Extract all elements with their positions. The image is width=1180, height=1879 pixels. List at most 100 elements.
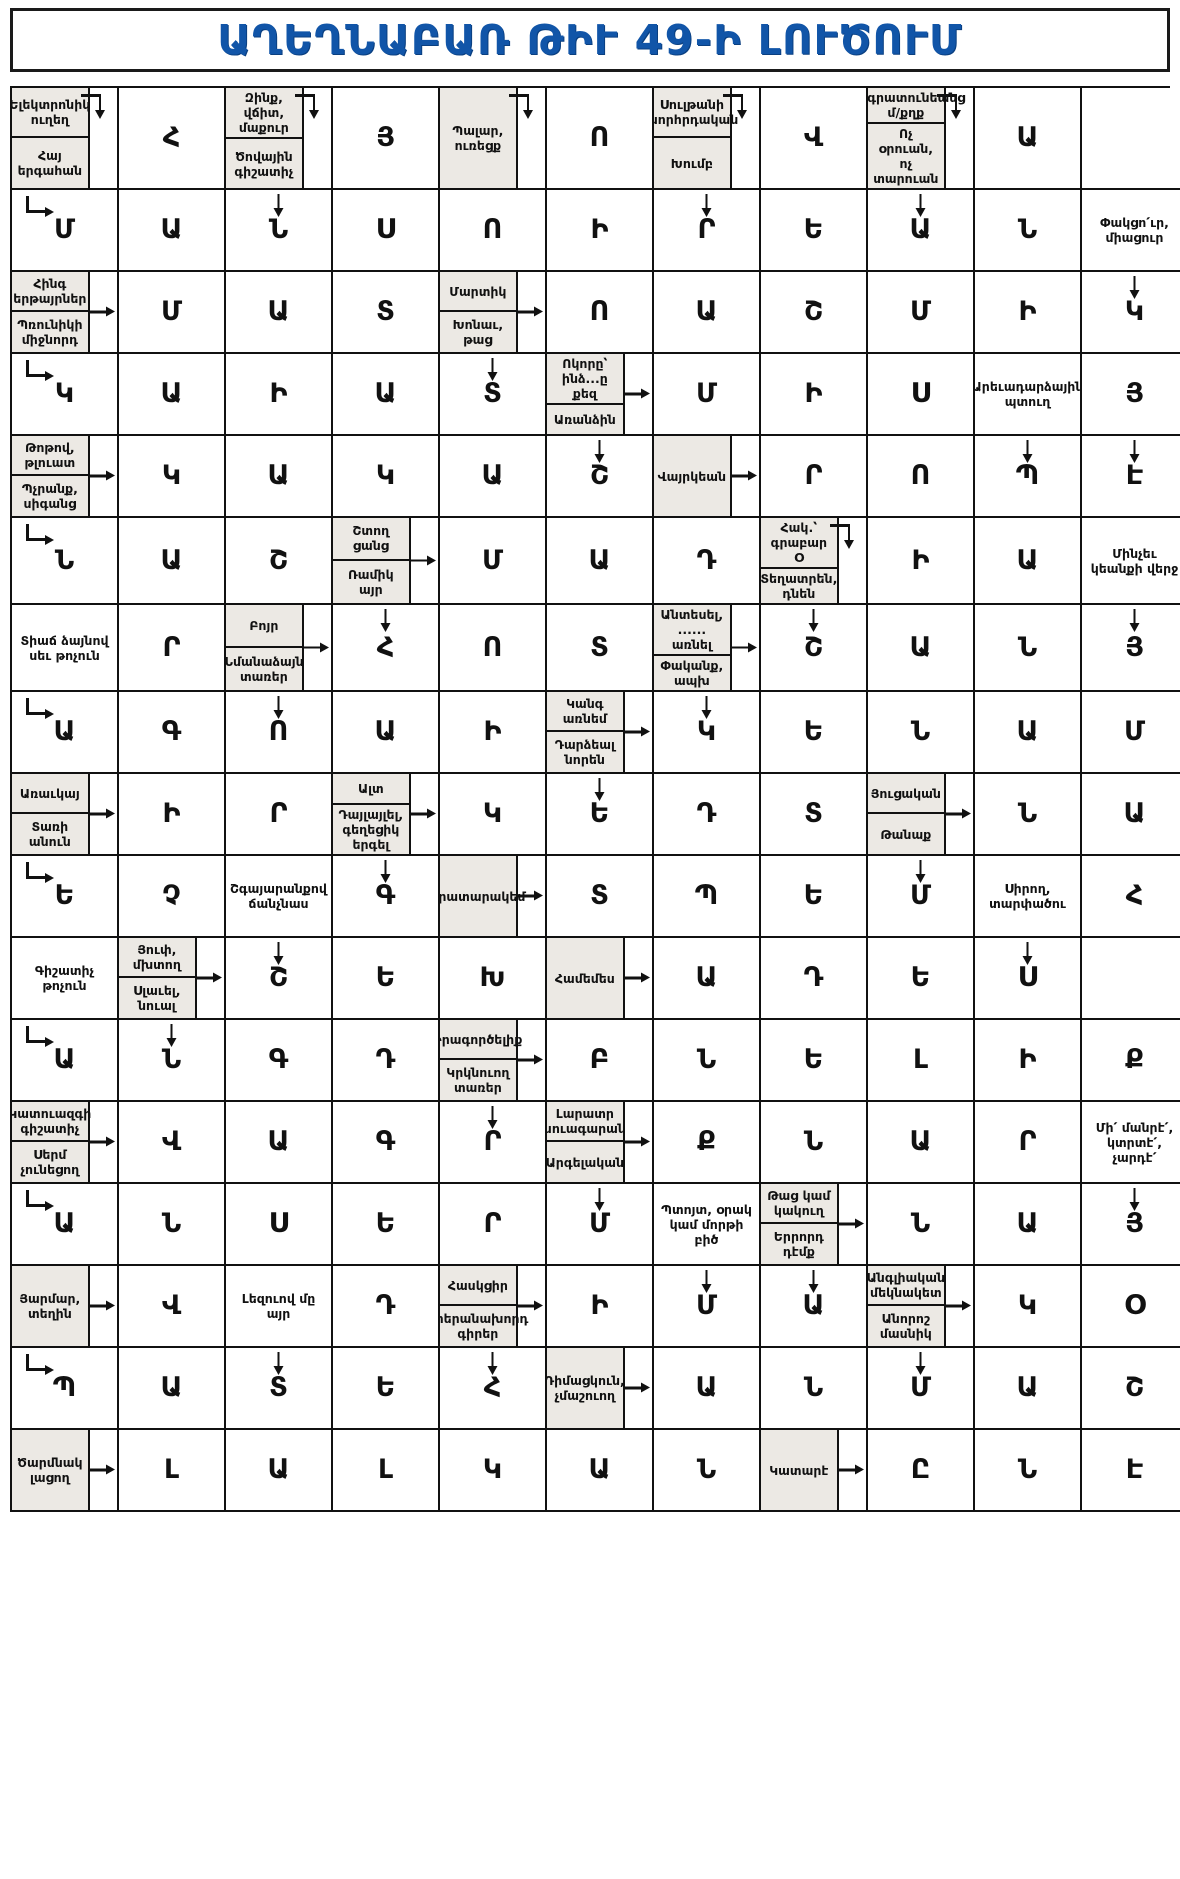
letter-cell: Ա [974, 1347, 1082, 1430]
letter-value: Ր [269, 798, 288, 829]
crossword-row: Ա Գ Ո Ա Ի Կանգ առնեմ Դարձեալ նորեն Կ Ե Ն Ա Մ [12, 691, 1180, 774]
crossword-row: Հինգ երթայրներ Պռունիկի միջնորդ Մ Ա Տ Մարտիկ Խ… [12, 271, 1180, 354]
letter-cell: Ն [12, 517, 119, 605]
letter-cell: Ա [974, 88, 1082, 190]
clue-label: Առանձին [553, 412, 616, 427]
letter-cell: Ա [546, 517, 654, 605]
letter-cell: Օ [1081, 1265, 1180, 1348]
clue-box: Զինք, վճիտ, մաքուր Ծովային գիշատիչ [226, 88, 304, 187]
letter-cell: Ն [867, 691, 975, 774]
letter-cell: Մ [653, 353, 761, 436]
letter-value: Յ [1125, 378, 1144, 409]
letter-value: Է [1125, 460, 1144, 491]
clue-box: Դիմացկուն, չմաշուող [546, 1348, 625, 1427]
clue-label: Նմանաձայն տառեր [225, 653, 304, 684]
clue-text: Սուլթանի խորհրդական [653, 88, 738, 138]
clue-text: Հակ.՝ գրաբար Օ [761, 518, 837, 569]
letter-value: Տ [590, 631, 609, 663]
clue-box: Պտոյտ, օրակ կամ մորթի բիծ [654, 1184, 758, 1263]
letter-value: Մ [695, 1290, 718, 1321]
letter-cell: Ա [225, 271, 333, 354]
clue-label: Ալտ [357, 781, 384, 796]
letter-value: Մ [1123, 716, 1146, 747]
letter-value: Ե [375, 1208, 396, 1239]
letter-cell: Ո [439, 604, 547, 692]
letter-cell: Պ [12, 1347, 119, 1430]
clue-label: Շգայարանքով ճանչնաս [230, 881, 327, 911]
clue-text: Ոկորը՝ ինձ...ը քեզ [547, 354, 623, 405]
letter-value: Բ [589, 1044, 610, 1075]
clue-label: Սլաւել, նուալ [133, 983, 181, 1013]
letter-cell: Կ [439, 773, 547, 856]
letter-cell: Ս [867, 353, 975, 436]
letter-value: Ի [162, 798, 181, 829]
clue-text: Կատուազգի գիշատիչ [12, 1102, 91, 1142]
letter-value: Ս [375, 214, 396, 245]
letter-value: Ա [588, 544, 611, 576]
letter-value: Ե [54, 880, 75, 911]
clue-box: Վայրկեան [654, 436, 732, 515]
clue-text: Զինք, վճիտ, մաքուր [226, 88, 302, 139]
clue-cell: Անգլիական մեկնակետ Անորոշ մասնիկ [867, 1265, 975, 1348]
letter-cell: Վ [118, 1101, 226, 1184]
letter-cell: Բ [546, 1019, 654, 1102]
letter-cell: Խ [439, 937, 547, 1020]
letter-cell: Ա [867, 1101, 975, 1184]
letter-value: Ե [375, 962, 396, 993]
clue-text: Հայ երգահան [12, 138, 88, 187]
letter-cell: Ե [12, 855, 119, 938]
clue-text: Կատարէ [761, 1430, 837, 1509]
letter-cell: Գ [118, 691, 226, 774]
clue-label: Հակ.՝ գրաբար Օ [770, 520, 828, 565]
clue-label: Երրորդ դէմք [773, 1229, 824, 1259]
clue-cell: Ոկորը՝ ինձ...ը քեզ Առանձին [546, 353, 654, 436]
letter-cell: Շ [546, 435, 654, 518]
letter-value: Ն [268, 214, 289, 245]
letter-value: Ր [483, 1126, 502, 1157]
clue-text: Իրագործելիք [439, 1020, 522, 1060]
clue-box: Լեզուով մը այր [226, 1266, 330, 1345]
letter-value: Մ [909, 880, 932, 911]
letter-value: Ր [483, 1208, 502, 1239]
clue-text: Անորոշ մասնիկ [868, 1306, 944, 1345]
clue-text: Նմանաձայն տառեր [225, 648, 304, 690]
letter-value: Ն [1017, 798, 1038, 829]
letter-value: Ն [910, 1208, 931, 1239]
letter-value: Գ [268, 1044, 289, 1075]
arrow-right-icon [839, 1218, 865, 1229]
letter-cell: Ա [225, 1101, 333, 1184]
clue-text: Դարձեալ նորեն [547, 732, 623, 771]
arrow-right-icon [625, 1136, 651, 1147]
clue-label: Շտող ցանց [352, 523, 390, 554]
letter-value: Պ [52, 1372, 77, 1403]
letter-value: Դ [375, 1290, 396, 1321]
letter-value: Ա [267, 1126, 290, 1157]
arrow-right-icon [625, 388, 651, 399]
arrow-right-icon [732, 642, 758, 652]
letter-cell: Մ [12, 189, 119, 272]
clue-cell: Մարտիկ Խոնաւ, թաց [439, 271, 547, 354]
letter-cell: Կ [12, 353, 119, 436]
clue-cell: Անտեսել, ...... առնել Փականք, ապխ [653, 604, 761, 692]
clue-box: Յարմար, տեղին [12, 1266, 90, 1345]
clue-label: Իրագործելիք [439, 1031, 523, 1047]
letter-cell: Ը [867, 1429, 975, 1512]
clue-text: Լեզուով մը այր [226, 1266, 330, 1345]
clue-box: Փակցո՛ւր, միացուր [1082, 190, 1180, 269]
letter-cell: Ա [1081, 773, 1180, 856]
letter-value: Ա [1016, 1208, 1039, 1239]
letter-value: Տ [804, 798, 823, 829]
arrow-right-icon [625, 1382, 651, 1393]
clue-text: Արգելական [546, 1142, 624, 1181]
letter-cell: Ի [118, 773, 226, 856]
letter-cell: Ա [974, 517, 1082, 605]
letter-cell: Ր [118, 604, 226, 692]
clue-text: Պչրանք, սիգանց [12, 476, 88, 515]
letter-value: Ի [269, 378, 288, 409]
clue-cell: Իրագործելիք Կրկնուող տառեր [439, 1019, 547, 1102]
clue-box: Գիշատիչ թոչուն [12, 938, 116, 1017]
clue-label: Իրերանախորդ գիրեր [439, 1311, 529, 1341]
letter-value: Ա [909, 631, 932, 663]
crossword-row: Ելեկտրոնիկ ուղեղ Հայ երգահան Հ Զինք, վճիտ, … [12, 88, 1180, 190]
clue-label: Թոթով, թլուատ [24, 440, 76, 470]
